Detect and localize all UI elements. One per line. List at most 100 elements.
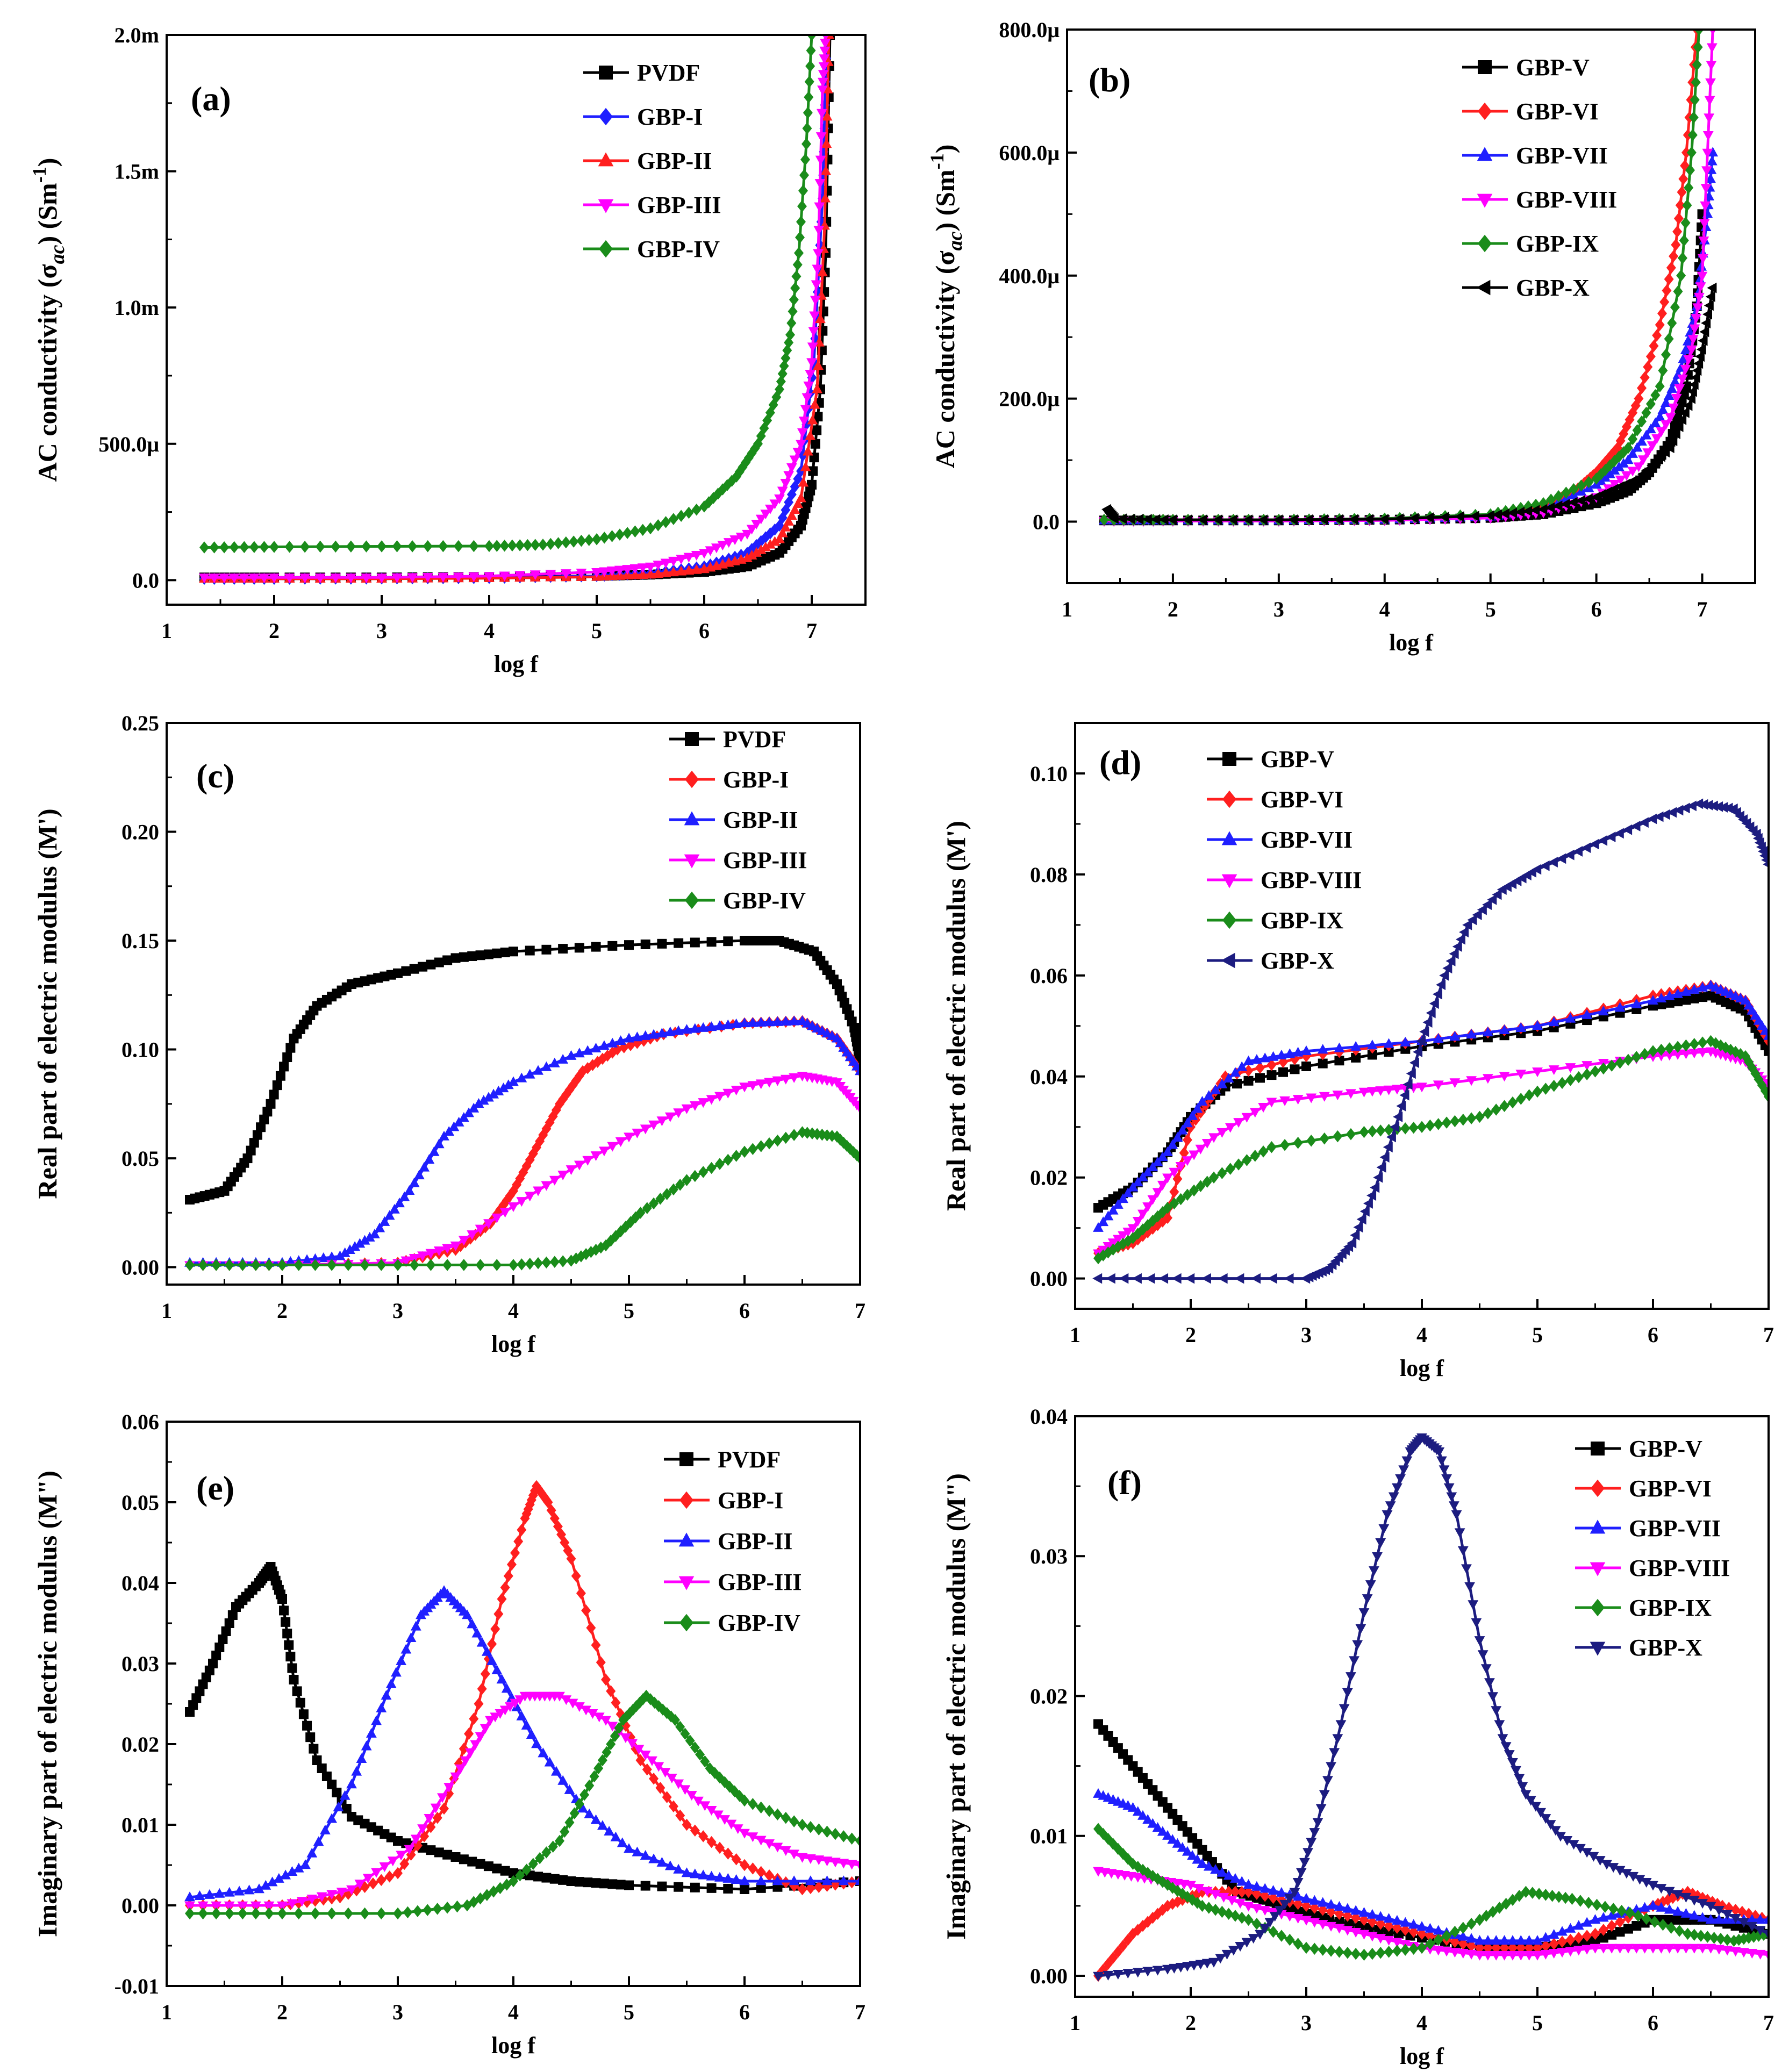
y-axis-label-main: Real part of electric modulus (M') — [941, 821, 971, 1211]
data-point — [1223, 1870, 1234, 1880]
data-point — [789, 455, 800, 465]
data-point — [1424, 512, 1434, 523]
data-point — [561, 536, 571, 549]
data-point — [640, 1030, 651, 1040]
y-axis-label-end: ) — [32, 158, 62, 167]
data-point — [1158, 514, 1169, 525]
data-point — [486, 1655, 497, 1665]
data-point — [1122, 1228, 1134, 1238]
data-point — [1582, 1930, 1592, 1942]
data-point — [1142, 1814, 1154, 1824]
data-point — [653, 568, 664, 578]
data-point — [1309, 1895, 1320, 1905]
data-point — [384, 1210, 395, 1220]
data-point — [237, 1901, 248, 1911]
data-point — [475, 1224, 486, 1235]
data-point — [576, 1587, 586, 1600]
data-point — [305, 1732, 316, 1743]
series-gbp-iii — [184, 1071, 860, 1271]
data-point — [614, 528, 625, 541]
data-point — [535, 1852, 545, 1865]
data-point — [818, 70, 829, 80]
chart-panel-e: 1 2 3 4 5 6 7-0.010.000.010.020.030.040.050.06… — [32, 1410, 865, 2059]
data-point — [1681, 381, 1691, 391]
data-point — [1458, 1922, 1468, 1934]
data-point — [1122, 1969, 1134, 1979]
data-point — [1664, 1887, 1675, 1897]
data-point — [501, 1683, 512, 1693]
data-point — [797, 1853, 808, 1863]
data-point — [1216, 1128, 1228, 1138]
legend-marker — [1478, 102, 1492, 120]
y-axis-label: AC conductivity (σac) (Sm-1) — [926, 145, 967, 469]
data-point — [1293, 1897, 1303, 1910]
data-point — [371, 1868, 382, 1878]
data-point — [756, 1140, 766, 1152]
data-point — [1548, 1065, 1559, 1076]
data-point — [780, 1846, 791, 1856]
data-point — [726, 1819, 737, 1830]
data-point — [1688, 379, 1699, 390]
data-point — [1303, 514, 1313, 525]
data-point — [777, 486, 788, 497]
series-gbp-vii — [1093, 979, 1769, 1232]
data-point — [676, 510, 686, 522]
data-point — [1573, 1946, 1584, 1956]
data-point — [1466, 1933, 1477, 1943]
data-point — [1432, 988, 1442, 1000]
data-point — [458, 1236, 469, 1246]
data-point — [629, 569, 641, 579]
data-point — [1132, 1806, 1143, 1816]
data-point — [1482, 1951, 1493, 1961]
data-point — [1669, 250, 1679, 263]
data-point — [820, 192, 831, 203]
y-axis-label-end: ) — [930, 145, 960, 154]
data-point — [287, 1663, 297, 1673]
data-point — [1268, 1885, 1279, 1895]
data-point — [339, 1790, 350, 1800]
data-point — [1664, 998, 1674, 1008]
data-point — [607, 1037, 618, 1048]
data-point — [1123, 1933, 1133, 1946]
data-point — [1306, 1093, 1317, 1103]
data-point — [306, 1847, 318, 1858]
data-point — [556, 1528, 567, 1541]
data-point — [1514, 1890, 1525, 1902]
x-tick-label: 4 — [1379, 597, 1390, 621]
data-point — [1672, 1944, 1683, 1954]
data-point — [1657, 404, 1669, 414]
data-point — [496, 1674, 507, 1684]
data-point — [1600, 1901, 1610, 1913]
data-point — [601, 1673, 611, 1686]
data-point — [442, 1244, 453, 1254]
data-point — [339, 1247, 350, 1257]
data-point — [729, 535, 741, 546]
data-point — [1675, 199, 1685, 212]
data-point — [1400, 1036, 1411, 1046]
data-point — [755, 1016, 767, 1027]
data-point — [332, 1788, 342, 1797]
data-point — [690, 1882, 700, 1892]
data-point — [485, 1716, 496, 1726]
x-tick-label: 4 — [484, 619, 495, 643]
data-point — [1491, 1103, 1501, 1116]
data-point — [1346, 1672, 1356, 1682]
data-point — [1218, 1273, 1228, 1284]
data-point — [1575, 495, 1585, 506]
y-axis-label-main: Imaginary part of electric modulus (M") — [941, 1473, 971, 1940]
data-point — [1763, 861, 1769, 868]
data-point — [740, 1794, 749, 1807]
data-point — [1398, 1465, 1409, 1475]
data-point — [1162, 1173, 1173, 1184]
data-point — [295, 1697, 305, 1708]
data-point — [1693, 41, 1703, 53]
data-point — [1647, 813, 1657, 825]
legend-label: GBP-VI — [1629, 1475, 1712, 1502]
data-point — [242, 1153, 253, 1164]
data-point — [1319, 1092, 1330, 1102]
x-tick-label: 6 — [739, 2000, 750, 2024]
data-point — [1112, 1199, 1124, 1209]
